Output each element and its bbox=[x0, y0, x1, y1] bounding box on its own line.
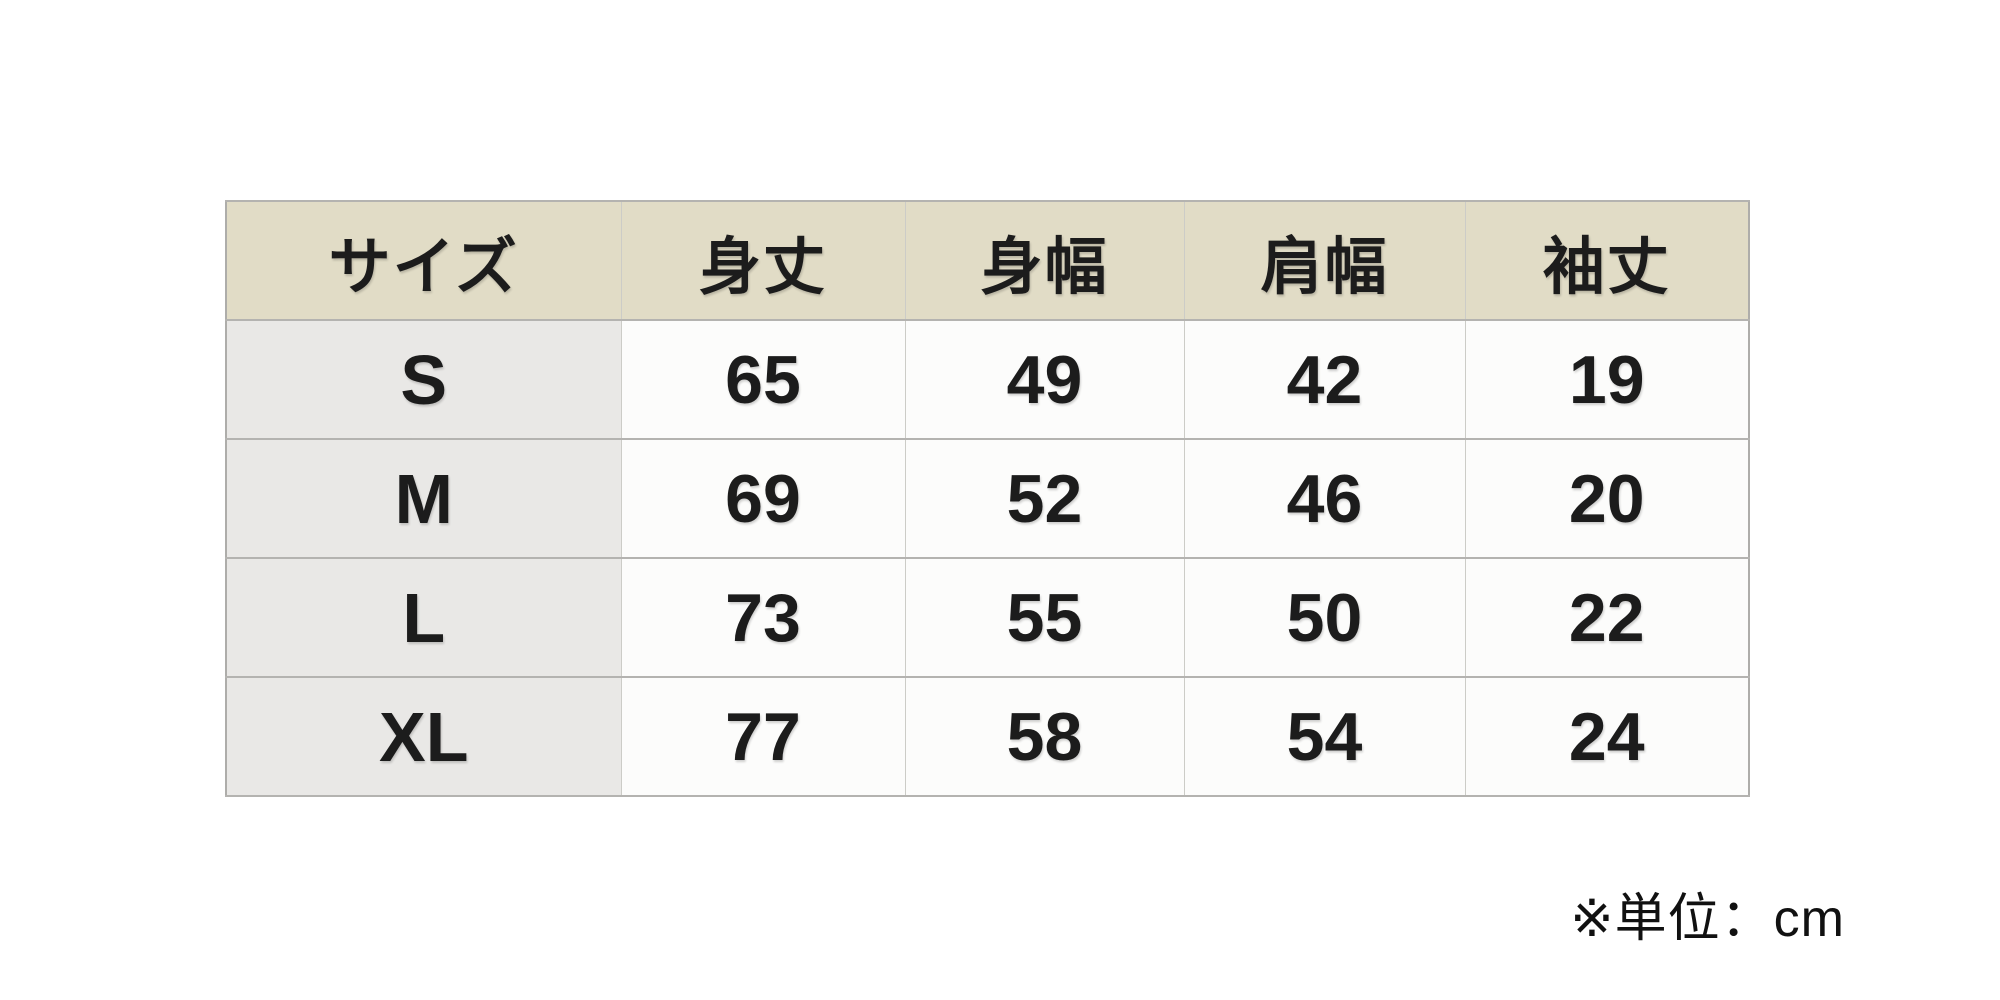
column-header-body-width: 身幅 bbox=[904, 200, 1185, 321]
table-row-s: S 65 49 42 19 bbox=[225, 319, 1750, 440]
measurement-cell: 52 bbox=[904, 438, 1185, 559]
row-header-size-m: M bbox=[225, 438, 622, 559]
measurement-cell: 69 bbox=[620, 438, 906, 559]
measurement-cell: 50 bbox=[1183, 557, 1466, 678]
measurement-cell: 55 bbox=[904, 557, 1185, 678]
measurement-cell: 20 bbox=[1464, 438, 1750, 559]
measurement-cell: 42 bbox=[1183, 319, 1466, 440]
measurement-cell: 58 bbox=[904, 676, 1185, 797]
measurement-cell: 24 bbox=[1464, 676, 1750, 797]
size-chart-table: サイズ 身丈 身幅 肩幅 袖丈 S 65 49 42 19 M 69 52 46… bbox=[225, 200, 1750, 797]
column-header-body-length: 身丈 bbox=[620, 200, 906, 321]
column-header-size: サイズ bbox=[225, 200, 622, 321]
measurement-cell: 54 bbox=[1183, 676, 1466, 797]
table-row-xl: XL 77 58 54 24 bbox=[225, 676, 1750, 797]
measurement-cell: 65 bbox=[620, 319, 906, 440]
header-row: サイズ 身丈 身幅 肩幅 袖丈 bbox=[225, 200, 1750, 321]
measurement-cell: 22 bbox=[1464, 557, 1750, 678]
row-header-size-s: S bbox=[225, 319, 622, 440]
table-row-l: L 73 55 50 22 bbox=[225, 557, 1750, 678]
measurement-cell: 73 bbox=[620, 557, 906, 678]
column-header-sleeve-length: 袖丈 bbox=[1464, 200, 1750, 321]
measurement-cell: 19 bbox=[1464, 319, 1750, 440]
measurement-cell: 77 bbox=[620, 676, 906, 797]
row-header-size-l: L bbox=[225, 557, 622, 678]
table-row-m: M 69 52 46 20 bbox=[225, 438, 1750, 559]
column-header-shoulder-width: 肩幅 bbox=[1183, 200, 1466, 321]
row-header-size-xl: XL bbox=[225, 676, 622, 797]
measurement-cell: 46 bbox=[1183, 438, 1466, 559]
unit-note: ※単位：cm bbox=[1570, 890, 1845, 948]
measurement-cell: 49 bbox=[904, 319, 1185, 440]
